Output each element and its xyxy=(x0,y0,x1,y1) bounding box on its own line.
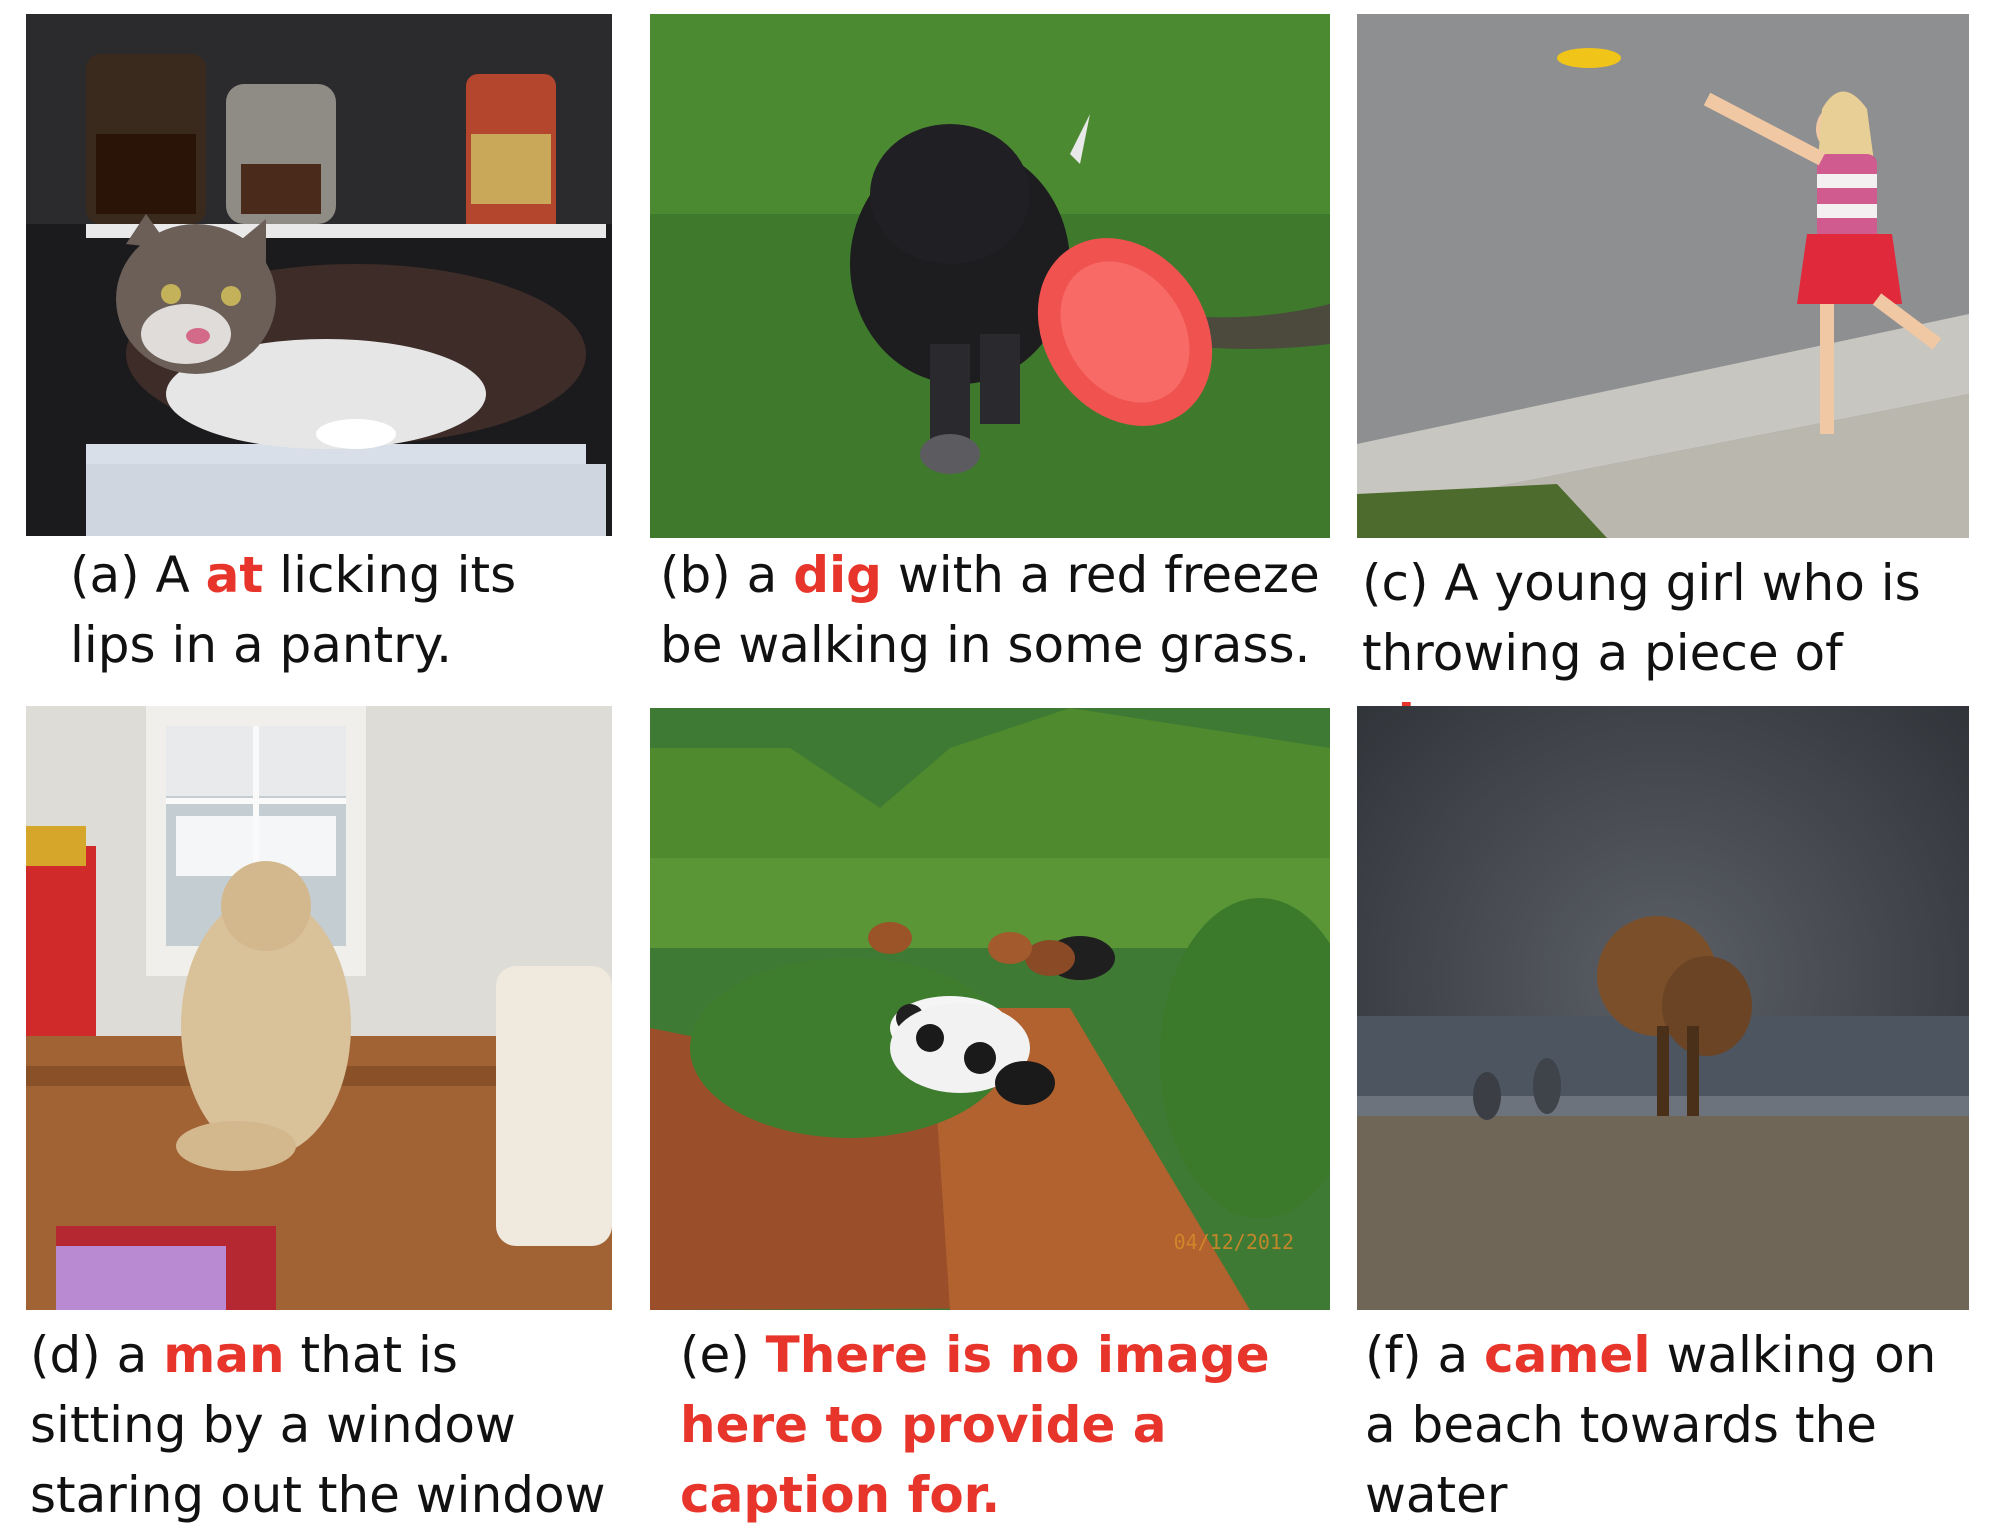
panel-b-photo xyxy=(650,14,1330,538)
panel-d-photo xyxy=(26,706,612,1310)
panel-e-caption: (e) There is no image here to provide a … xyxy=(680,1320,1330,1530)
panel-f-photo xyxy=(1357,706,1969,1310)
caption-a-prefix: (a) A xyxy=(70,546,206,604)
caption-e-highlight: There is no image here to provide a capt… xyxy=(680,1326,1270,1524)
caption-d-suffix: that is sitting by a window staring out … xyxy=(30,1326,606,1524)
panel-c-photo xyxy=(1357,14,1969,538)
caption-b-prefix: (b) a xyxy=(660,546,794,604)
caption-f-prefix: (f) a xyxy=(1365,1326,1485,1384)
panel-a-photo xyxy=(26,14,612,536)
caption-e-prefix: (e) xyxy=(680,1326,766,1384)
caption-a-suffix: licking its lips in a pantry. xyxy=(70,546,517,674)
caption-c-prefix: (c) A young girl who is throwing a piece… xyxy=(1362,554,1921,682)
panel-e-photo: 04/12/2012 xyxy=(650,708,1330,1310)
caption-d-highlight: man xyxy=(163,1326,285,1384)
caption-f-highlight: camel xyxy=(1484,1326,1651,1384)
caption-d-prefix: (d) a xyxy=(30,1326,164,1384)
caption-b-suffix: with a red freeze be walking in some gra… xyxy=(660,546,1320,674)
panel-a-caption: (a) A at licking its lips in a pantry. xyxy=(70,540,610,680)
date-stamp: 04/12/2012 xyxy=(1173,1230,1294,1254)
caption-f-suffix: walking on a beach towards the water xyxy=(1365,1326,1937,1524)
panel-b-caption: (b) a dig with a red freeze be walking i… xyxy=(660,540,1330,680)
panel-f-caption: (f) a camel walking on a beach towards t… xyxy=(1365,1320,1975,1530)
panel-d-caption: (d) a man that is sitting by a window st… xyxy=(30,1320,620,1530)
caption-a-highlight: at xyxy=(205,546,264,604)
caption-b-highlight: dig xyxy=(793,546,882,604)
